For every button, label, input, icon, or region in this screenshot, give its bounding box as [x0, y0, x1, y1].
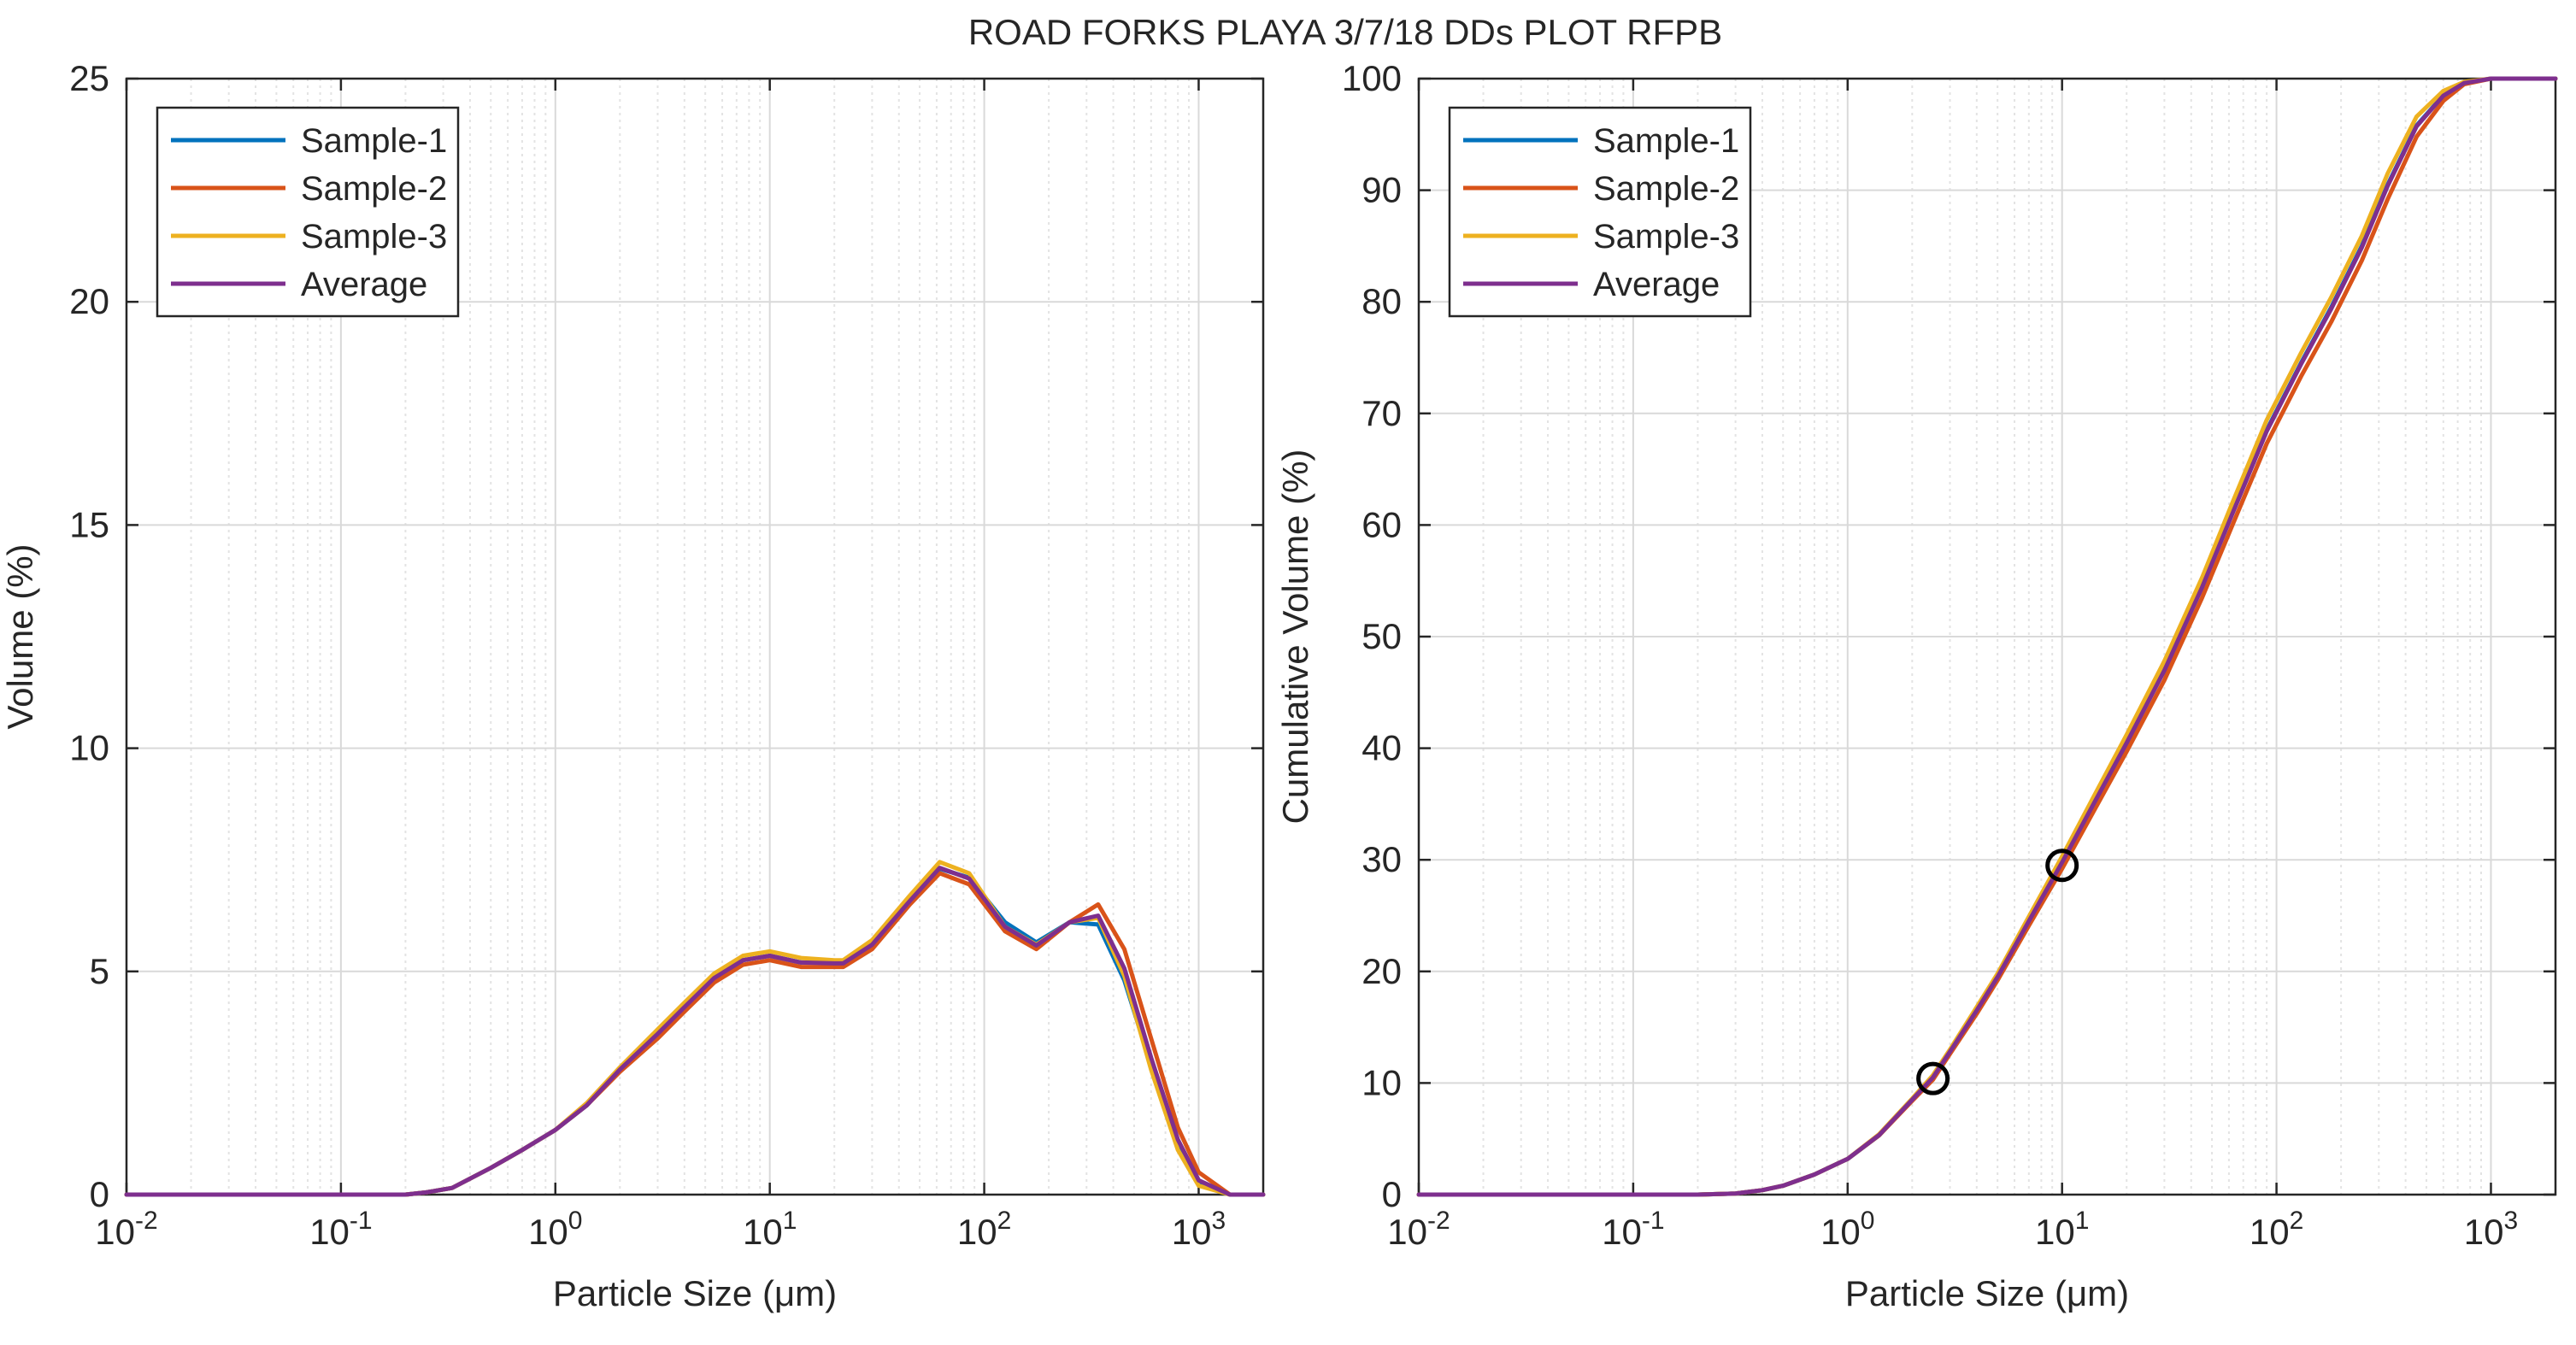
y-tick-label: 5 — [90, 951, 109, 991]
y-tick-label: 20 — [69, 281, 109, 321]
y-tick-label: 70 — [1362, 393, 1402, 433]
y-tick-label: 50 — [1362, 616, 1402, 656]
y-tick-label: 40 — [1362, 728, 1402, 768]
x-tick-label: 10-2 — [1387, 1207, 1450, 1252]
legend-label-sample-1: Sample-1 — [301, 122, 447, 160]
figure-title: ROAD FORKS PLAYA 3/7/18 DDs PLOT RFPB — [968, 12, 1722, 52]
y-tick-label: 90 — [1362, 170, 1402, 210]
x-tick-label: 101 — [743, 1207, 797, 1252]
y-tick-label: 30 — [1362, 839, 1402, 879]
legend-box — [1448, 106, 1752, 318]
legend-label-sample-3: Sample-3 — [1593, 218, 1739, 255]
volume-x-axis-label: Particle Size (μm) — [553, 1273, 837, 1313]
cumulative-legend: Sample-1 Sample-2 Sample-3 Average — [1448, 106, 1752, 318]
volume-plot: 10-2 10-1 100 101 102 103 0 5 10 15 20 25 Particle S… — [0, 58, 1266, 1313]
legend-label-sample-2: Sample-2 — [1593, 170, 1739, 208]
x-tick-label: 102 — [957, 1207, 1011, 1252]
x-tick-label: 10-1 — [309, 1207, 372, 1252]
x-tick-label: 103 — [1172, 1207, 1226, 1252]
cumulative-volume-plot: 10-2 10-1 100 101 102 103 0 10 20 30 40 50 60 70 80 90 1… — [1275, 58, 2558, 1313]
y-tick-label: 60 — [1362, 504, 1402, 544]
y-tick-label: 10 — [69, 728, 109, 768]
legend-label-sample-2: Sample-2 — [301, 170, 447, 208]
x-tick-label: 101 — [2035, 1207, 2089, 1252]
y-tick-label: 0 — [1382, 1174, 1402, 1214]
x-tick-label: 100 — [1820, 1207, 1874, 1252]
x-tick-label: 10-2 — [95, 1207, 157, 1252]
legend-box — [156, 106, 460, 318]
y-tick-label: 100 — [1342, 58, 1402, 98]
volume-y-axis-label: Volume (%) — [0, 543, 40, 729]
x-tick-label: 102 — [2250, 1207, 2303, 1252]
series-line-average — [1416, 76, 2558, 1197]
y-tick-label: 25 — [69, 58, 109, 98]
x-tick-label: 10-1 — [1602, 1207, 1664, 1252]
volume-legend: Sample-1 Sample-2 Sample-3 Average — [156, 106, 460, 318]
x-tick-label: 100 — [528, 1207, 582, 1252]
y-tick-label: 20 — [1362, 951, 1402, 991]
cumulative-y-axis-label: Cumulative Volume (%) — [1275, 449, 1315, 825]
volume-axes-box — [125, 77, 1265, 1196]
y-tick-label: 10 — [1362, 1062, 1402, 1102]
cumulative-x-axis-label: Particle Size (μm) — [1845, 1273, 2129, 1313]
legend-label-average: Average — [1593, 266, 1720, 303]
highlight-marker — [2045, 849, 2079, 883]
x-tick-label: 103 — [2464, 1207, 2518, 1252]
legend-label-sample-3: Sample-3 — [301, 218, 447, 255]
legend-label-average: Average — [301, 266, 427, 303]
series-line-average — [124, 866, 1266, 1197]
y-tick-label: 0 — [90, 1174, 109, 1214]
y-tick-label: 80 — [1362, 281, 1402, 321]
y-tick-label: 15 — [69, 504, 109, 544]
legend-label-sample-1: Sample-1 — [1593, 122, 1739, 160]
highlight-marker — [1916, 1061, 1950, 1095]
